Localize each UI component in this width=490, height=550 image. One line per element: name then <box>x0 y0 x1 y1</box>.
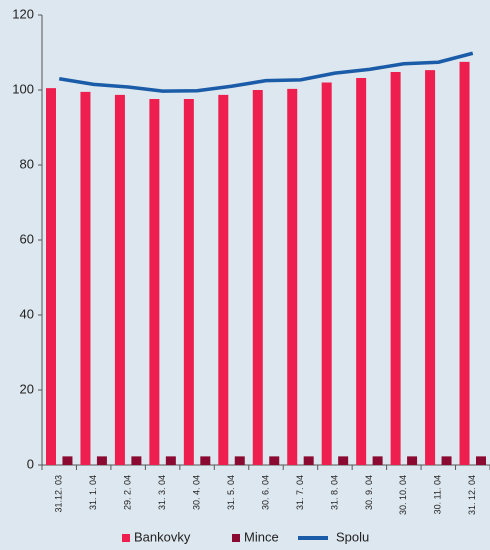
x-tick-label: 31. 3. 04 <box>157 475 167 510</box>
bar <box>338 456 349 465</box>
x-tick-label: 30. 6. 04 <box>260 475 270 510</box>
y-tick-label: 60 <box>20 231 34 246</box>
bar <box>390 72 401 465</box>
x-tick-label: 30. 10. 04 <box>398 475 408 515</box>
bar <box>441 456 452 465</box>
bar <box>459 61 470 465</box>
y-tick-label: 0 <box>27 456 34 471</box>
y-tick-label: 40 <box>20 306 34 321</box>
bar <box>183 99 194 465</box>
legend-label: Bankovky <box>134 529 191 544</box>
x-tick-label: 31. 1. 04 <box>88 475 98 510</box>
y-tick-label: 100 <box>12 81 34 96</box>
x-tick-label: 30. 11. 04 <box>433 475 443 514</box>
bar <box>114 94 125 465</box>
bar <box>269 456 280 465</box>
bar <box>200 456 211 465</box>
legend-swatch <box>232 534 240 542</box>
bar <box>321 82 332 465</box>
x-tick-label: 31.12. 03 <box>54 475 64 513</box>
bar <box>303 456 314 465</box>
bar <box>62 456 73 465</box>
line <box>58 51 474 93</box>
y-tick-label: 80 <box>20 156 34 171</box>
bar <box>356 78 367 465</box>
bar <box>80 91 91 465</box>
x-tick-label: 31. 5. 04 <box>226 475 236 510</box>
bar <box>234 456 245 465</box>
x-tick-label: 31. 8. 04 <box>329 475 339 510</box>
x-tick-label: 30. 4. 04 <box>191 475 201 510</box>
bar <box>96 456 107 465</box>
bar <box>425 70 436 465</box>
legend-label: Mince <box>244 529 279 544</box>
bar <box>407 456 418 465</box>
x-tick-label: 30. 9. 04 <box>364 475 374 510</box>
legend-swatch <box>122 534 130 542</box>
bar <box>218 94 229 465</box>
x-tick-label: 31. 7. 04 <box>295 475 305 510</box>
bar <box>131 456 142 465</box>
bar <box>372 456 383 465</box>
bar <box>287 88 298 465</box>
bar <box>149 99 160 465</box>
legend-label: Spolu <box>336 529 369 544</box>
bar <box>252 90 263 465</box>
y-tick-label: 20 <box>20 381 34 396</box>
bar <box>476 456 486 465</box>
bar <box>46 88 56 465</box>
x-tick-label: 31. 12. 04 <box>467 475 477 515</box>
x-tick-label: 29. 2. 04 <box>123 475 133 510</box>
y-tick-label: 120 <box>12 6 34 21</box>
bar <box>165 456 176 465</box>
